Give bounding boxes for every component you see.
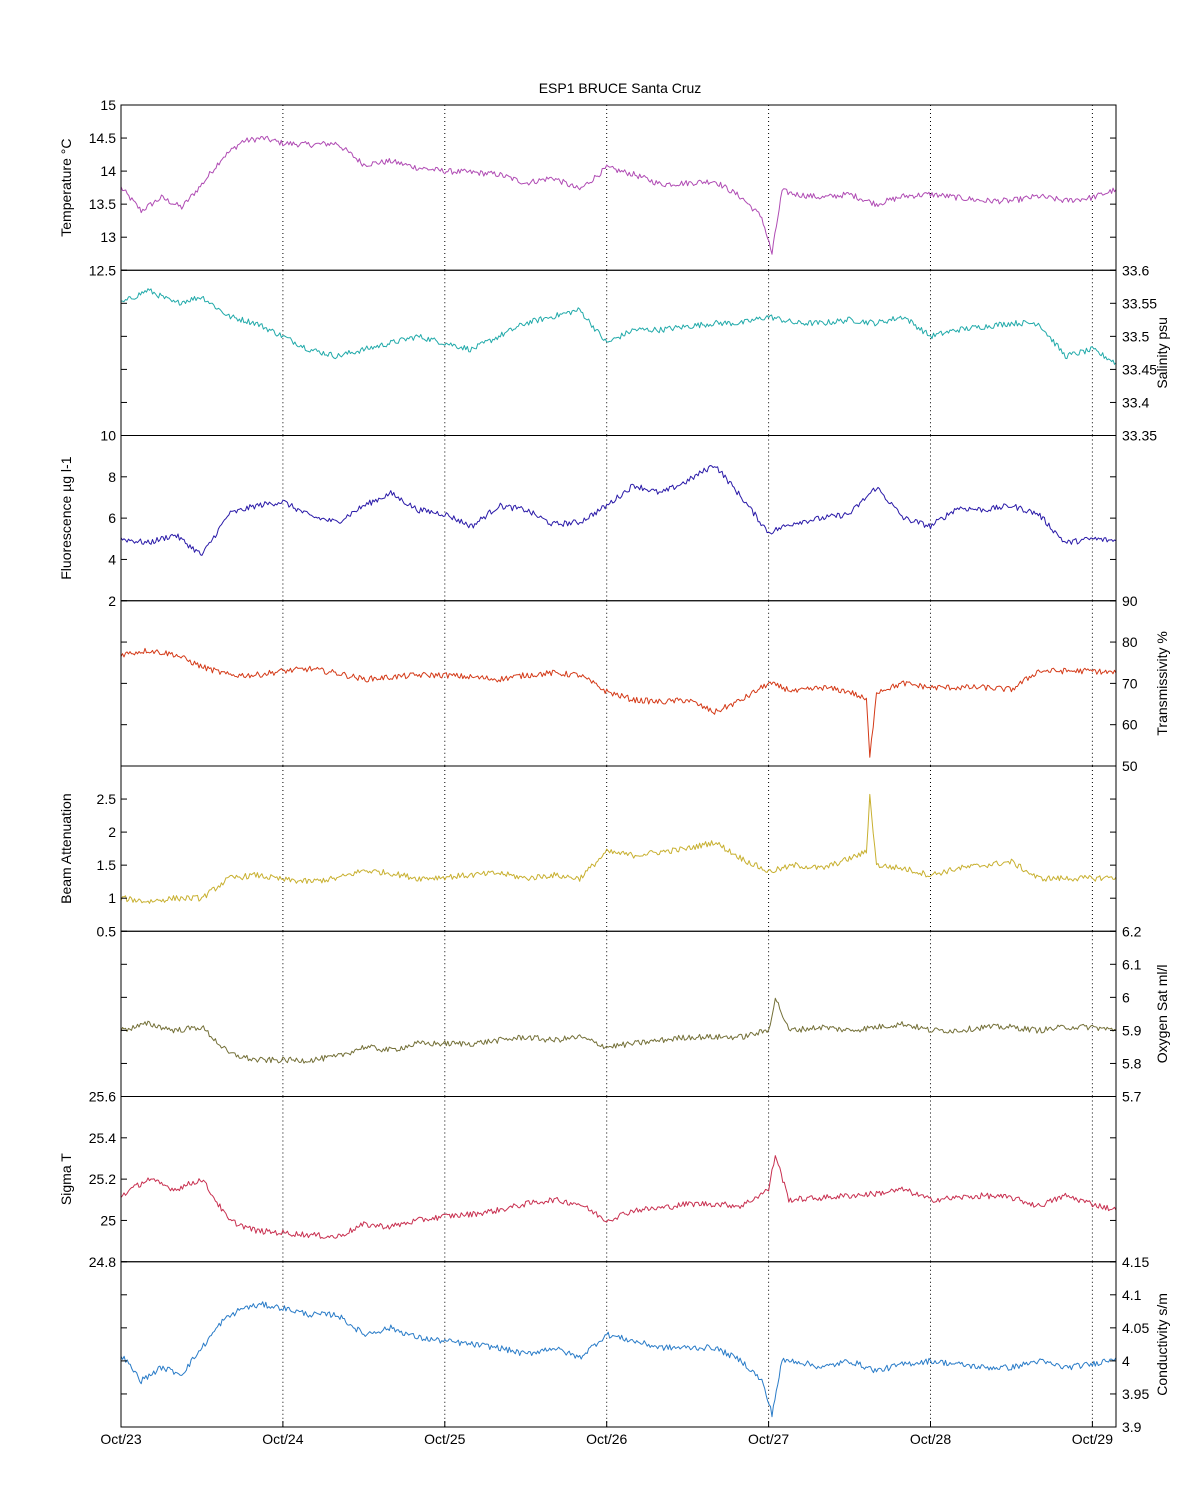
y-tick-label-temperature-0: 12.5 [89, 262, 116, 278]
y-tick-label-salinity-1: 33.4 [1122, 394, 1149, 410]
y-tick-label-conductivity-4: 4.1 [1122, 1287, 1142, 1303]
y-tick-label-salinity-4: 33.55 [1122, 295, 1157, 311]
y-tick-label-sigma_t-4: 25.6 [89, 1089, 116, 1105]
series-line-fluorescence [120, 465, 1117, 556]
y-tick-label-salinity-0: 33.35 [1122, 428, 1157, 444]
series-line-conductivity [120, 1301, 1117, 1418]
y-tick-label-oxygen_sat-5: 6.2 [1122, 923, 1142, 939]
x-tick-label-1: Oct/24 [262, 1431, 303, 1447]
panel-oxygen_sat: 5.7 5.8 5.9 6 6.1 6.2 Oxygen Sat ml/l [120, 923, 1170, 1105]
y-tick-label-temperature-1: 13 [100, 229, 116, 245]
y-tick-label-oxygen_sat-0: 5.7 [1122, 1089, 1142, 1105]
y-tick-label-fluorescence-0: 2 [108, 593, 116, 609]
y-axis-label-transmissivity: Transmissivity % [1154, 631, 1170, 736]
y-tick-label-transmissivity-0: 50 [1122, 758, 1138, 774]
y-tick-label-fluorescence-2: 6 [108, 510, 116, 526]
y-tick-label-salinity-3: 33.5 [1122, 328, 1149, 344]
x-tick-label-3: Oct/26 [586, 1431, 627, 1447]
x-tick-label-5: Oct/28 [910, 1431, 951, 1447]
y-tick-label-salinity-5: 33.6 [1122, 262, 1149, 278]
y-tick-label-beam_attenuation-3: 2 [108, 824, 116, 840]
y-tick-label-temperature-4: 14.5 [89, 130, 116, 146]
y-tick-label-transmissivity-1: 60 [1122, 717, 1138, 733]
series-line-temperature [120, 135, 1117, 255]
x-tick-label-4: Oct/27 [748, 1431, 789, 1447]
y-axis-label-conductivity: Conductivity s/m [1154, 1293, 1170, 1396]
y-tick-label-conductivity-5: 4.15 [1122, 1254, 1149, 1270]
y-tick-label-sigma_t-0: 24.8 [89, 1254, 116, 1270]
y-tick-label-beam_attenuation-0: 0.5 [97, 923, 117, 939]
x-tick-label-6: Oct/29 [1072, 1431, 1113, 1447]
y-axis-label-fluorescence: Fluorescence µg l-1 [58, 456, 74, 579]
y-tick-label-oxygen_sat-2: 5.9 [1122, 1022, 1142, 1038]
series-line-salinity [120, 288, 1117, 365]
y-tick-label-beam_attenuation-1: 1 [108, 890, 116, 906]
y-axis-label-oxygen_sat: Oxygen Sat ml/l [1154, 964, 1170, 1063]
y-tick-label-sigma_t-3: 25.4 [89, 1130, 116, 1146]
y-tick-label-transmissivity-2: 70 [1122, 675, 1138, 691]
panel-conductivity: 3.9 3.95 4 4.05 4.1 4.15 Conductivity s/m [120, 1254, 1170, 1435]
y-tick-label-temperature-3: 14 [100, 163, 116, 179]
y-tick-label-beam_attenuation-2: 1.5 [97, 857, 117, 873]
y-tick-label-salinity-2: 33.45 [1122, 361, 1157, 377]
y-axis-label-sigma_t: Sigma T [58, 1153, 74, 1205]
series-line-beam_attenuation [120, 793, 1117, 904]
y-tick-label-oxygen_sat-3: 6 [1122, 989, 1130, 1005]
y-axis-label-temperature: Temperature °C [58, 139, 74, 237]
chart-title: ESP1 BRUCE Santa Cruz [539, 80, 702, 96]
y-tick-label-fluorescence-3: 8 [108, 469, 116, 485]
y-tick-label-sigma_t-2: 25.2 [89, 1171, 116, 1187]
y-tick-label-fluorescence-4: 10 [100, 428, 116, 444]
y-tick-label-sigma_t-1: 25 [100, 1212, 116, 1228]
y-tick-label-fluorescence-1: 4 [108, 551, 116, 567]
series-line-oxygen_sat [120, 997, 1117, 1064]
y-tick-label-transmissivity-3: 80 [1122, 634, 1138, 650]
x-tick-label-0: Oct/23 [100, 1431, 141, 1447]
y-axis-label-beam_attenuation: Beam Attenuation [58, 793, 74, 904]
y-tick-label-oxygen_sat-4: 6.1 [1122, 956, 1142, 972]
y-tick-label-transmissivity-4: 90 [1122, 593, 1138, 609]
y-tick-label-beam_attenuation-4: 2.5 [97, 791, 117, 807]
series-line-transmissivity [120, 647, 1117, 758]
y-tick-label-conductivity-2: 4 [1122, 1353, 1130, 1369]
y-tick-label-conductivity-1: 3.95 [1122, 1386, 1149, 1402]
y-tick-label-temperature-5: 15 [100, 97, 116, 113]
y-tick-label-temperature-2: 13.5 [89, 196, 116, 212]
panel-salinity: 33.35 33.4 33.45 33.5 33.55 33.6 Salinity psu [120, 262, 1170, 444]
y-tick-label-conductivity-3: 4.05 [1122, 1320, 1149, 1336]
panel-frame-conductivity [120, 1261, 1117, 1428]
y-tick-label-conductivity-0: 3.9 [1122, 1419, 1142, 1435]
series-line-sigma_t [120, 1155, 1117, 1239]
y-axis-label-salinity: Salinity psu [1154, 317, 1170, 389]
x-axis: Oct/23 Oct/24 Oct/25 Oct/26 Oct/27 Oct/28 Oct/… [100, 1421, 1113, 1447]
y-tick-label-oxygen_sat-1: 5.8 [1122, 1055, 1142, 1071]
x-tick-label-2: Oct/25 [424, 1431, 465, 1447]
